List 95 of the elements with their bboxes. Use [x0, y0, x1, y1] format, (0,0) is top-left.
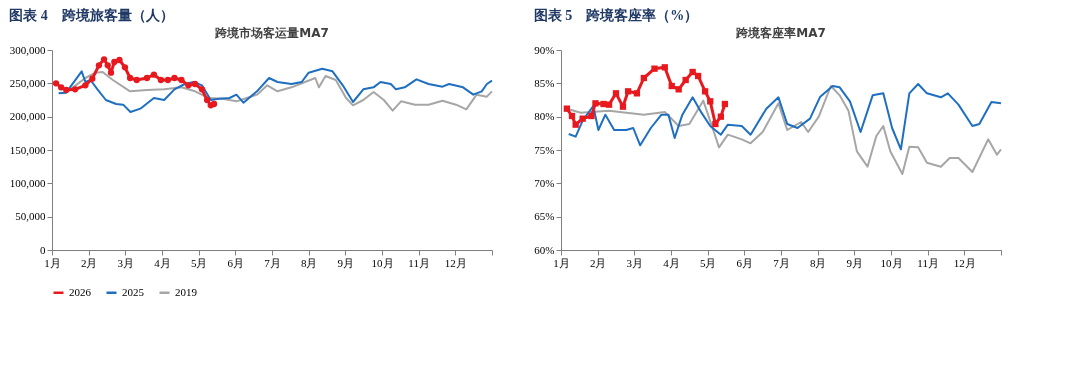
point	[579, 115, 586, 122]
x-tick-label: 3月	[626, 256, 644, 269]
point	[592, 100, 599, 107]
point	[150, 71, 158, 78]
point	[58, 84, 65, 91]
legend-label: 2025	[122, 285, 145, 298]
x-tick-label: 5月	[190, 256, 208, 269]
x-tick-label: 9月	[337, 256, 355, 269]
point	[178, 76, 185, 84]
point	[721, 100, 729, 108]
x-tick-label: 7月	[773, 256, 790, 269]
x-tick-label: 12月	[444, 256, 467, 269]
x-tick-label: 1月	[44, 256, 61, 269]
point	[133, 76, 140, 84]
point	[701, 88, 709, 95]
point	[63, 86, 70, 94]
point	[52, 80, 60, 87]
point	[689, 68, 696, 76]
y-tick-label: 0	[40, 243, 46, 256]
point	[198, 86, 206, 93]
point	[717, 113, 725, 120]
point	[104, 62, 111, 69]
point	[640, 74, 648, 82]
x-tick-label: 10月	[371, 256, 394, 269]
x-tick-label: 1月	[553, 256, 570, 269]
point	[126, 74, 134, 82]
point	[563, 105, 571, 112]
y-tick-label: 250,000	[9, 76, 46, 89]
y-tick-label: 80%	[534, 110, 555, 123]
point	[675, 86, 682, 93]
point	[624, 88, 632, 95]
point	[568, 112, 576, 120]
legend-label: 2019	[175, 285, 198, 298]
x-tick-label: 6月	[227, 256, 245, 269]
point	[82, 82, 89, 89]
x-tick-label: 5月	[699, 256, 717, 269]
point	[651, 65, 658, 72]
x-tick-label: 9月	[846, 256, 864, 269]
x-tick-label: 2月	[589, 256, 607, 269]
point	[164, 76, 172, 84]
x-tick-label: 8月	[809, 256, 827, 269]
y-tick-label: 85%	[534, 76, 555, 89]
y-tick-label: 200,000	[9, 110, 46, 123]
point	[707, 98, 714, 105]
y-tick-label: 300,000	[9, 43, 46, 56]
chart-subtitle: 跨境客座率MA7	[735, 26, 826, 40]
y-tick-label: 70%	[534, 176, 555, 189]
point	[100, 56, 108, 63]
point	[107, 69, 115, 76]
y-tick-label: 90%	[534, 43, 555, 56]
x-tick-label: 12月	[953, 256, 976, 269]
chart-title: 图表 4 跨境旅客量（人）	[9, 7, 174, 23]
point	[572, 121, 579, 128]
point	[121, 64, 129, 71]
point	[694, 72, 702, 80]
point	[661, 64, 668, 71]
x-tick-label: 10月	[880, 256, 903, 269]
x-tick-label: 6月	[736, 256, 754, 269]
x-tick-label: 2月	[80, 256, 98, 269]
legend-label: 2026	[69, 285, 92, 298]
y-tick-label: 65%	[534, 210, 555, 223]
point	[612, 90, 620, 97]
point	[143, 74, 151, 82]
x-tick-label: 4月	[154, 256, 171, 269]
x-tick-label: 8月	[300, 256, 318, 269]
point	[157, 76, 165, 84]
point	[210, 100, 218, 108]
y-tick-label: 60%	[534, 243, 555, 256]
chart-title: 图表 5 跨境客座率（%）	[533, 7, 699, 23]
point	[89, 75, 96, 82]
point	[171, 74, 178, 82]
point	[712, 120, 719, 128]
point	[185, 82, 192, 89]
x-tick-label: 3月	[117, 256, 135, 269]
point	[116, 56, 123, 64]
point	[191, 80, 199, 88]
point	[203, 96, 211, 104]
point	[588, 112, 595, 120]
point	[71, 86, 79, 93]
point	[633, 90, 641, 97]
chart-subtitle: 跨境市场客运量MA7	[214, 26, 329, 40]
y-tick-label: 100,000	[9, 176, 46, 189]
point	[605, 101, 613, 108]
y-tick-label: 50,000	[15, 210, 46, 223]
x-tick-label: 4月	[663, 256, 680, 269]
y-tick-label: 75%	[534, 143, 555, 156]
point	[619, 103, 627, 110]
point	[95, 62, 103, 69]
point	[682, 76, 689, 84]
point	[668, 82, 675, 90]
x-tick-label: 7月	[264, 256, 281, 269]
x-tick-label: 11月	[917, 256, 939, 269]
y-tick-label: 150,000	[9, 143, 46, 156]
x-tick-label: 11月	[408, 256, 430, 269]
line-series	[567, 83, 1002, 151]
